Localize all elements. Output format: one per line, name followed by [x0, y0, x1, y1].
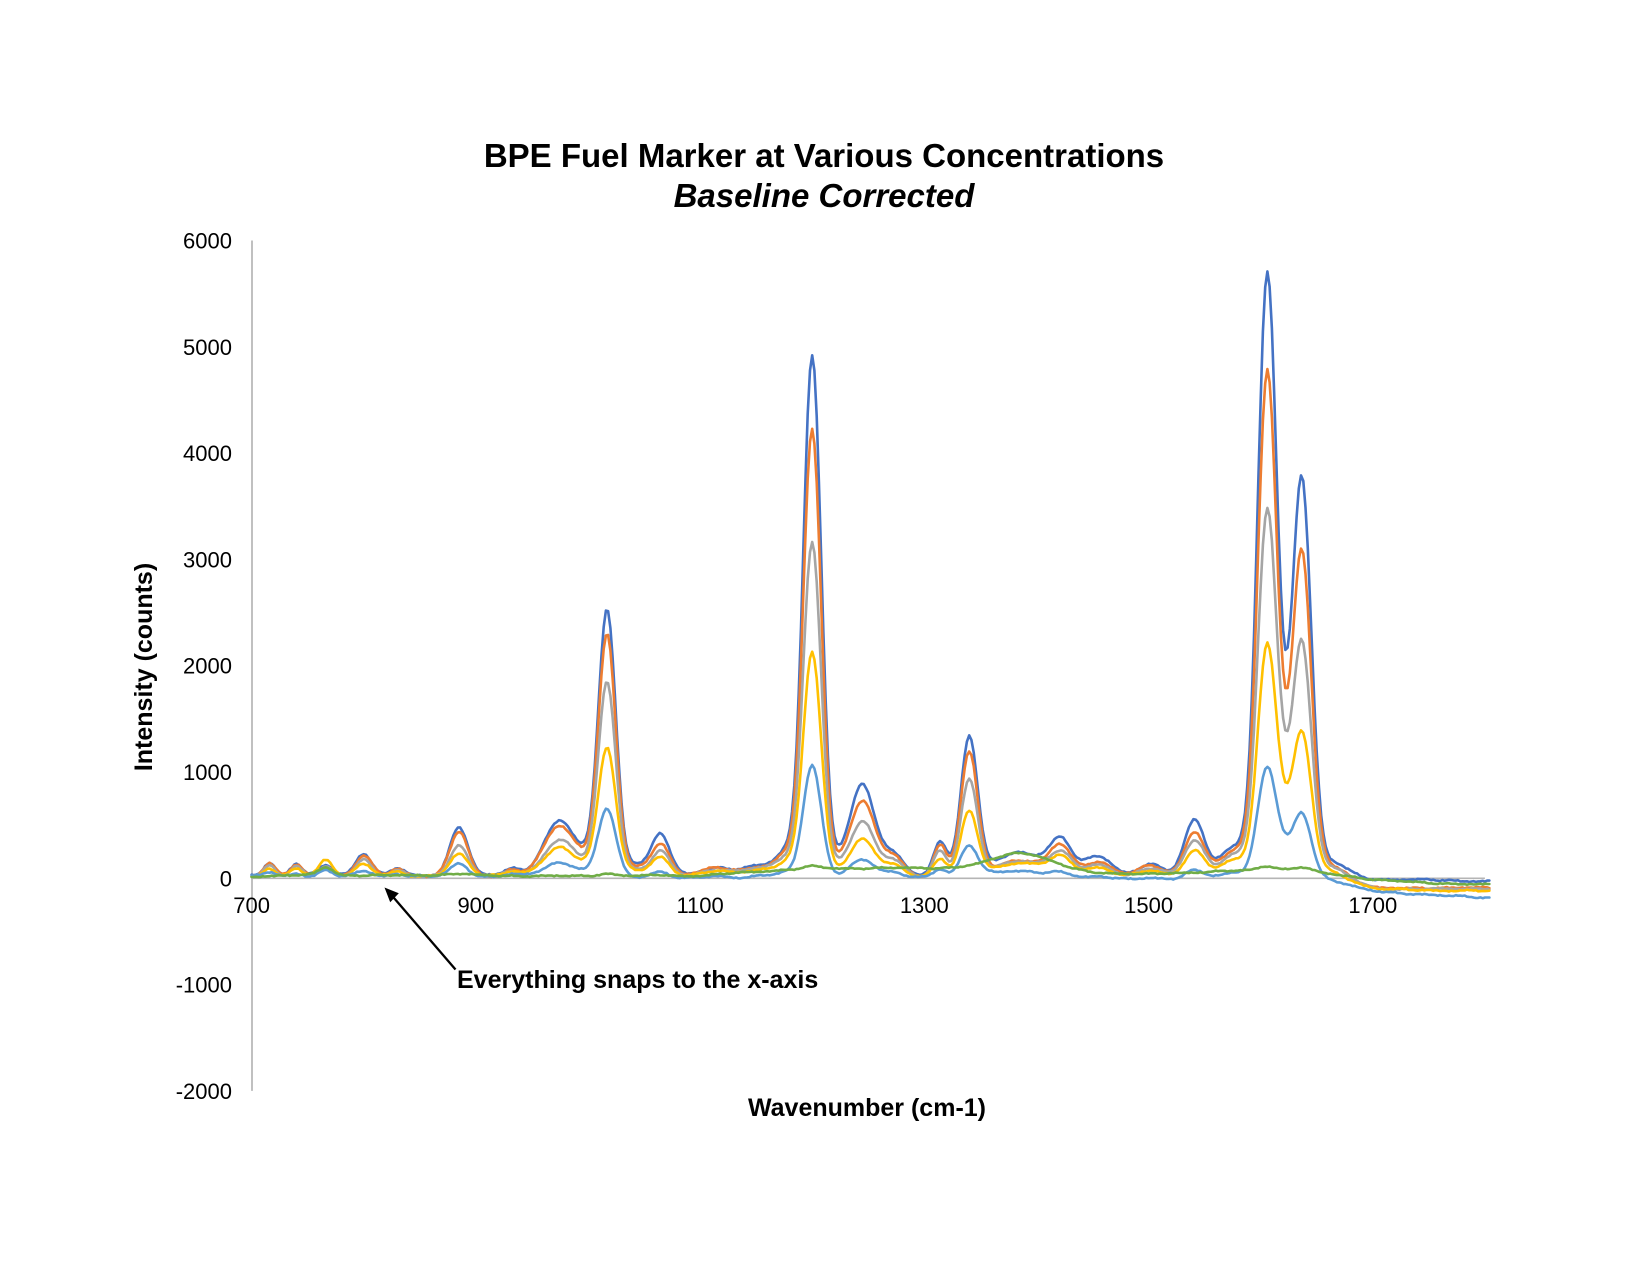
svg-text:6000: 6000: [183, 229, 232, 254]
svg-text:2000: 2000: [183, 654, 232, 679]
svg-text:3000: 3000: [183, 547, 232, 572]
svg-text:BPE Fuel Marker at Various Con: BPE Fuel Marker at Various Concentration…: [484, 137, 1164, 174]
svg-text:1700: 1700: [1348, 893, 1397, 918]
svg-text:Everything snaps to the x-axis: Everything snaps to the x-axis: [457, 966, 818, 994]
svg-text:1000: 1000: [183, 760, 232, 785]
svg-text:4000: 4000: [183, 441, 232, 466]
svg-text:700: 700: [233, 893, 270, 918]
svg-text:5000: 5000: [183, 335, 232, 360]
svg-text:900: 900: [457, 893, 494, 918]
svg-text:0: 0: [220, 866, 232, 891]
svg-text:-1000: -1000: [176, 973, 232, 998]
svg-text:1500: 1500: [1124, 893, 1173, 918]
svg-text:1300: 1300: [900, 893, 949, 918]
svg-text:Intensity (counts): Intensity (counts): [130, 563, 158, 771]
svg-text:1100: 1100: [676, 893, 723, 918]
svg-text:Baseline Corrected: Baseline Corrected: [674, 177, 976, 214]
svg-text:-2000: -2000: [176, 1079, 232, 1104]
svg-text:Wavenumber (cm-1): Wavenumber (cm-1): [748, 1094, 986, 1122]
